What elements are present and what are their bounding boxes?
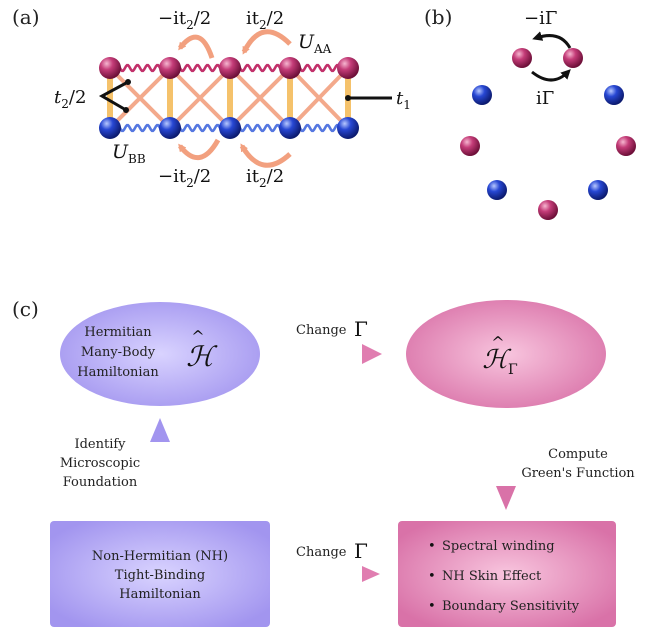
identify-line-2: Microscopic [60,456,140,471]
compute-line-1: Compute [548,447,608,462]
nh-line-3: Hamiltonian [119,587,201,602]
results-node: • Spectral winding • NH Skin Effect • Bo… [398,521,616,627]
change-bottom-label: Change [296,545,347,560]
site-a [337,57,359,79]
t2-label: t2/2 [54,87,86,111]
site-b [279,117,301,139]
panel-label-c: (c) [12,297,39,321]
ring-site-blue [588,180,608,200]
hop-arrow-bottom-left [178,138,221,160]
site-b [159,117,181,139]
ring-site-magenta [460,136,480,156]
t2-pointer-dot [123,107,129,113]
site-a [159,57,181,79]
hermitian-symbol: ℋ [186,340,218,373]
ring-site-blue [487,180,507,200]
t2-pointer [98,80,129,112]
t1-label: t1 [396,88,411,112]
sites-top-row [99,57,359,79]
hermitian-line-3: Hamiltonian [77,365,159,380]
gamma-symbol: ℋΓ [482,345,518,378]
hop-arrow-bottom-right [239,143,292,168]
loss-arrow [532,31,572,49]
hop-label-bottom-left: −it2/2 [158,166,211,190]
hermitian-hat: ^ [191,327,204,346]
ring-diagram: −iΓ iΓ [460,8,636,220]
t1-pointer-dot [345,95,351,101]
gain-label: iΓ [536,88,554,109]
identify-line-3: Foundation [63,475,138,490]
change-arrow-top: Change Γ [288,317,382,364]
panel-label-b: (b) [424,5,452,29]
site-b [99,117,121,139]
hop-arrow-top-left [178,34,215,59]
nh-node: Non-Hermitian (NH) Tight-Binding Hamilto… [50,521,270,627]
identify-arrow: Identify Microscopic Foundation [60,418,170,510]
gamma-hat: ^ [491,333,504,352]
hop-label-top-left: −it2/2 [158,8,211,32]
hop-label-bottom-right: it2/2 [246,166,284,190]
hop-arrow-top-right [241,29,292,55]
hermitian-line-2: Many-Body [81,345,156,360]
result-bullet: • [428,539,436,554]
change-top-gamma: Γ [354,317,368,341]
loss-label: −iΓ [524,8,557,29]
change-bottom-gamma: Γ [354,539,368,563]
ring-site-magenta [616,136,636,156]
ring-site-magenta [563,48,583,68]
site-a [219,57,241,79]
result-item-2: NH Skin Effect [442,569,542,584]
ring-site-magenta [538,200,558,220]
interaction-label-aa: UAA [298,31,332,56]
ring-site-blue [472,85,492,105]
identify-line-1: Identify [74,437,126,452]
gain-arrow [531,69,571,82]
hermitian-line-1: Hermitian [84,325,152,340]
result-bullet: • [428,569,436,584]
hop-label-top-right: it2/2 [246,8,284,32]
nh-line-1: Non-Hermitian (NH) [92,549,228,564]
sites-bottom-row [99,117,359,139]
ring-site-blue [604,85,624,105]
result-item-1: Spectral winding [442,539,555,554]
lattice-diagram: −it2/2 it2/2 −it2/2 it2/2 UAA UBB t2/2 t… [54,8,411,190]
change-arrow-bottom: Change Γ [290,539,380,582]
site-b [219,117,241,139]
gamma-node: ^ ℋΓ [406,300,606,408]
site-b [337,117,359,139]
site-a [279,57,301,79]
t2-pointer-dot [125,79,131,85]
result-item-3: Boundary Sensitivity [442,599,580,614]
compute-arrow: Compute Green's Function [496,416,635,510]
hermitian-node: Hermitian Many-Body Hamiltonian ℋ ^ [60,302,260,406]
ring-site-magenta [512,48,532,68]
nh-line-2: Tight-Binding [115,568,205,583]
compute-line-2: Green's Function [521,466,635,481]
change-top-label: Change [296,323,347,338]
cross-hoppings [108,66,350,130]
panel-label-a: (a) [12,5,40,29]
site-a [99,57,121,79]
result-bullet: • [428,599,436,614]
interaction-label-bb: UBB [112,141,146,166]
